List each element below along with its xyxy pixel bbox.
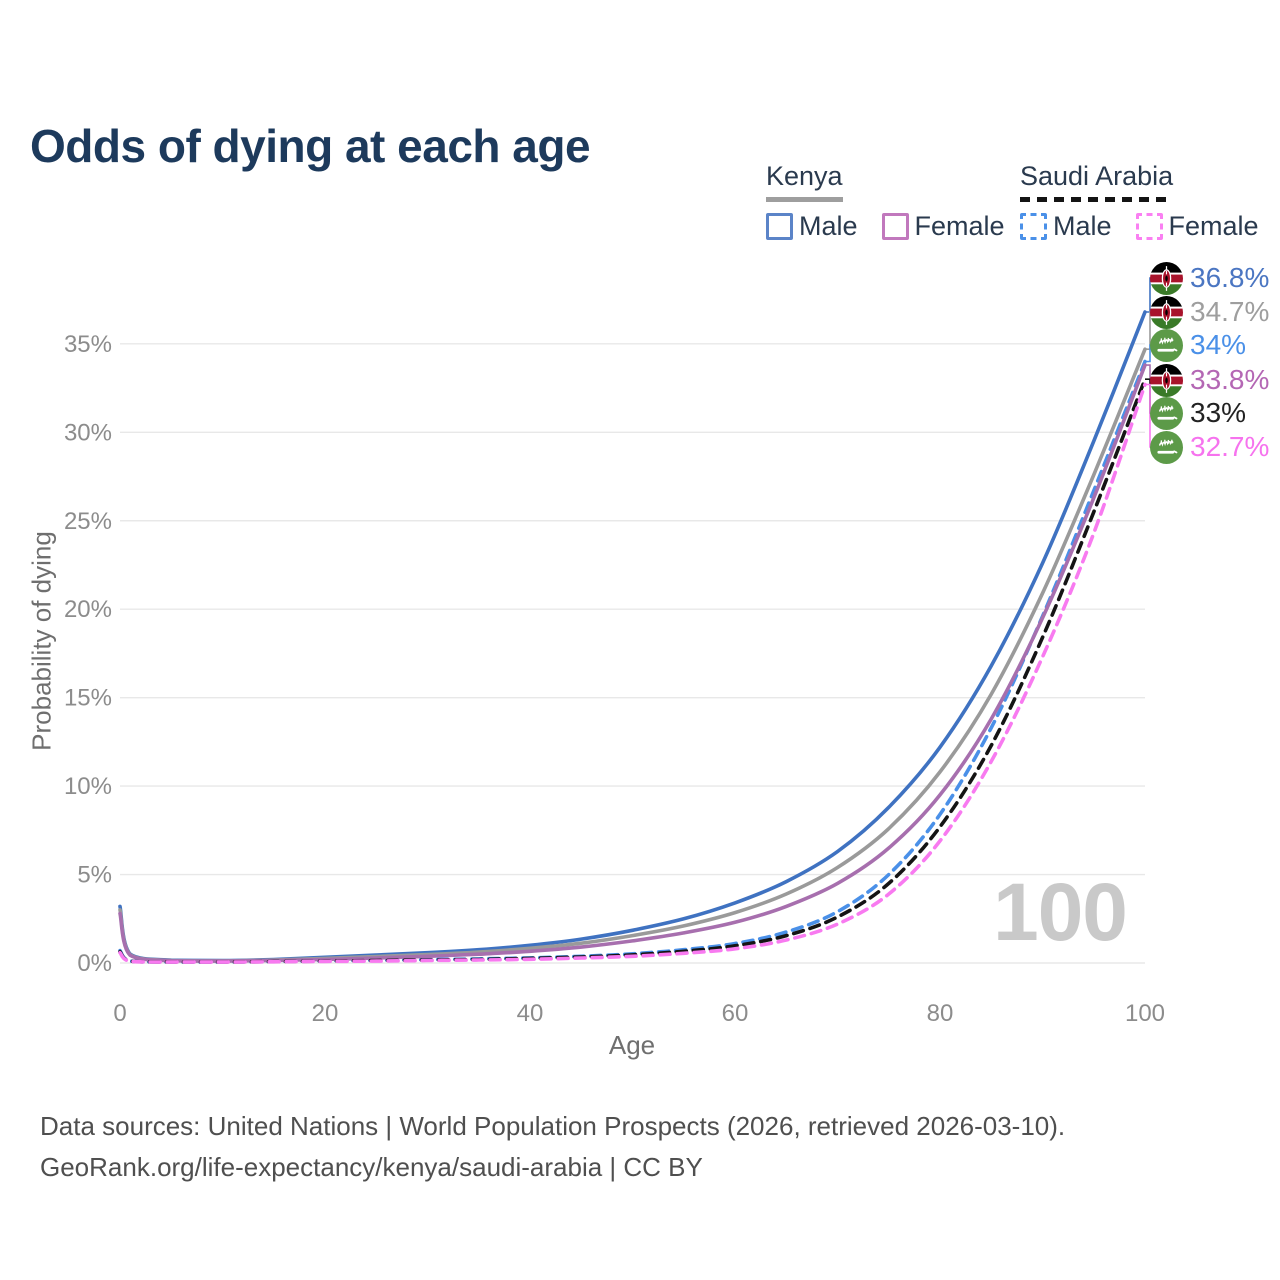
legend-kenya-female-label[interactable]: Female: [914, 211, 1005, 241]
svg-text:0%: 0%: [77, 950, 112, 977]
end-label-kenya-female: 33.8%: [1150, 363, 1269, 397]
kenya-flag-icon: [1150, 364, 1183, 397]
end-label-value: 36.8%: [1190, 262, 1270, 293]
saudi-arabia-flag-icon: [1150, 329, 1183, 362]
chart-title: Odds of dying at each age: [30, 119, 591, 172]
end-label-kenya-male: 36.8%: [1150, 261, 1269, 295]
legend-kenya-row: Male Female: [766, 211, 1029, 242]
age-watermark: 100: [993, 867, 1128, 958]
svg-text:15%: 15%: [64, 685, 112, 712]
end-label-value: 34%: [1190, 329, 1247, 360]
end-label-value: 33%: [1190, 397, 1247, 428]
end-label-kenya-both: 34.7%: [1150, 295, 1269, 329]
legend-saudi-row: Male Female: [1020, 211, 1280, 242]
kenya-flag-icon: [1150, 262, 1183, 295]
svg-text:35%: 35%: [64, 331, 112, 358]
svg-text:10%: 10%: [64, 773, 112, 800]
footer: Data sources: United Nations | World Pop…: [40, 1106, 1065, 1188]
end-label-saudi-both: 33%: [1150, 396, 1246, 430]
svg-text:20%: 20%: [64, 596, 112, 623]
end-label-saudi-female: 32.7%: [1150, 430, 1269, 464]
attribution-text: GeoRank.org/life-expectancy/kenya/saudi-…: [40, 1152, 703, 1182]
saudi-arabia-flag-icon: [1150, 431, 1183, 464]
legend-group-kenya: Kenya Male Female: [766, 161, 1029, 242]
legend-saudi-female-label[interactable]: Female: [1168, 211, 1259, 241]
legend-group-saudi: Saudi Arabia Male Female: [1020, 161, 1280, 242]
kenya-flag-icon: [1150, 296, 1183, 329]
svg-text:0: 0: [113, 1000, 126, 1027]
legend-saudi-male-label[interactable]: Male: [1053, 211, 1112, 241]
data-sources-text: Data sources: United Nations | World Pop…: [40, 1111, 1066, 1141]
end-label-saudi-male: 34%: [1150, 328, 1246, 362]
legend-kenya-title: Kenya: [766, 161, 843, 202]
saudi-male-swatch-icon[interactable]: [1020, 213, 1047, 240]
y-axis-title: Probability of dying: [26, 531, 57, 751]
svg-text:100: 100: [1125, 1000, 1165, 1027]
svg-text:20: 20: [312, 1000, 339, 1027]
svg-text:40: 40: [517, 1000, 544, 1027]
svg-text:60: 60: [722, 1000, 749, 1027]
end-label-value: 33.8%: [1190, 364, 1270, 395]
end-label-value: 34.7%: [1190, 296, 1270, 327]
x-axis-title: Age: [608, 1030, 656, 1060]
kenya-female-swatch-icon[interactable]: [881, 213, 909, 240]
svg-text:80: 80: [927, 1000, 954, 1027]
legend-kenya-male-label[interactable]: Male: [799, 211, 858, 241]
saudi-arabia-flag-icon: [1150, 397, 1183, 430]
saudi-female-swatch-icon[interactable]: [1135, 213, 1163, 240]
legend-saudi-title: Saudi Arabia: [1020, 161, 1173, 202]
svg-text:25%: 25%: [64, 508, 112, 535]
kenya-male-swatch-icon[interactable]: [766, 213, 793, 240]
svg-text:30%: 30%: [64, 419, 112, 446]
end-label-value: 32.7%: [1190, 431, 1270, 462]
svg-text:5%: 5%: [77, 862, 112, 889]
